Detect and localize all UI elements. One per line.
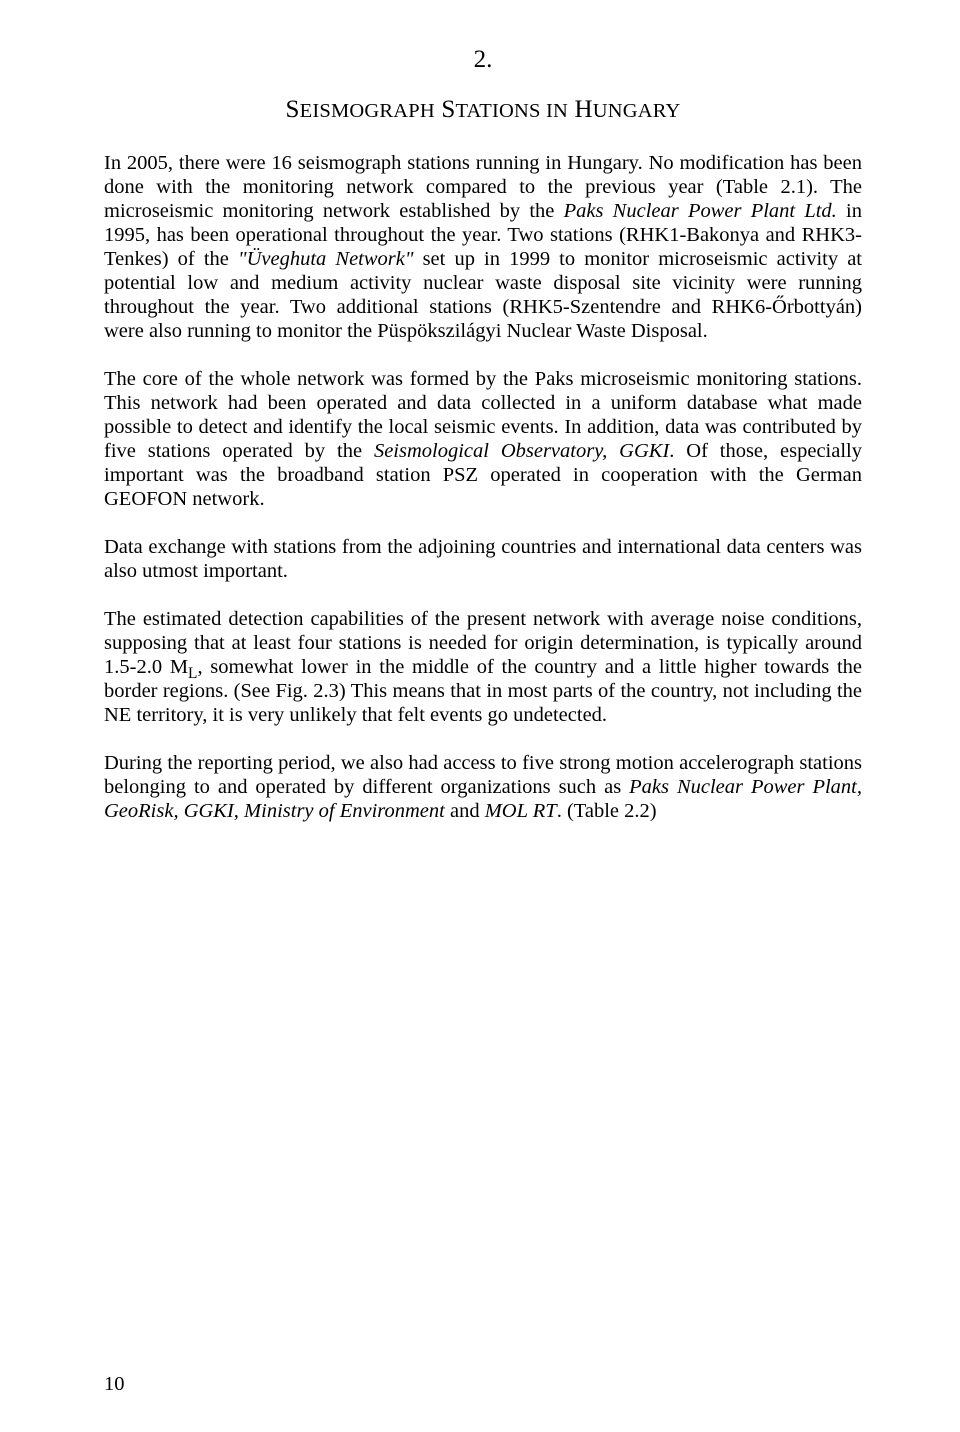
- paragraph-5: During the reporting period, we also had…: [104, 752, 862, 824]
- paragraph-1: In 2005, there were 16 seismograph stati…: [104, 152, 862, 344]
- chapter-title: SEISMOGRAPH STATIONS IN HUNGARY: [104, 96, 862, 124]
- document-page: 2. SEISMOGRAPH STATIONS IN HUNGARY In 20…: [0, 0, 960, 1432]
- page-number: 10: [104, 1373, 125, 1396]
- chapter-number: 2.: [104, 46, 862, 74]
- paragraph-4: The estimated detection capabilities of …: [104, 608, 862, 728]
- paragraph-3: Data exchange with stations from the adj…: [104, 536, 862, 584]
- paragraph-2: The core of the whole network was formed…: [104, 368, 862, 512]
